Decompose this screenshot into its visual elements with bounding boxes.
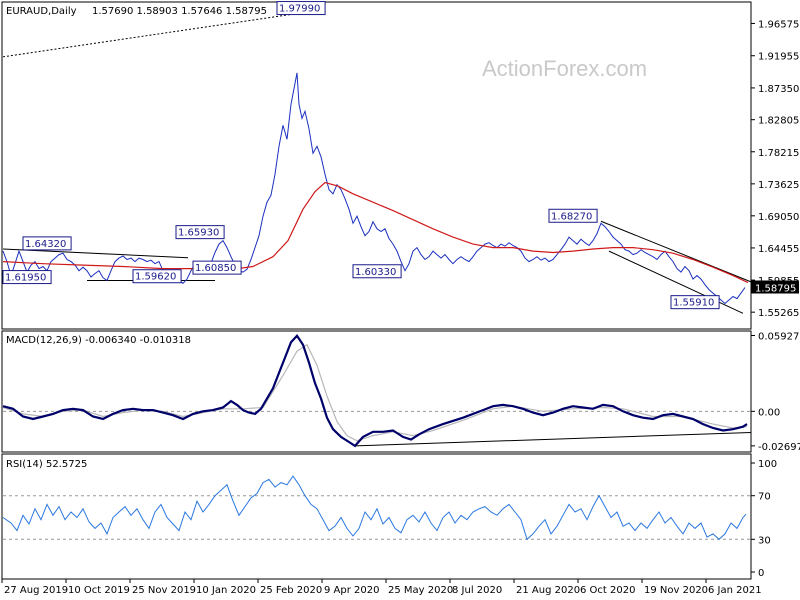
macd-trendline (354, 431, 752, 447)
x-tick-label: 10 Oct 2019 (68, 585, 130, 596)
symbol-label: EURAUD,Daily (6, 6, 77, 17)
annotation-text: 1.64320 (25, 239, 66, 250)
y-tick-label: 0.00 (758, 407, 780, 418)
y-tick-label: 0.059272 (758, 331, 800, 342)
macd-title: MACD(12,26,9) -0.006340 -0.010318 (6, 335, 191, 346)
annotation-box (192, 260, 242, 275)
y-tick-label: 1.64455 (758, 244, 799, 255)
y-tick-label: 1.55265 (758, 308, 799, 319)
y-tick-label: 1.87350 (758, 84, 799, 95)
price-annotation: 1.60330 (352, 264, 402, 279)
x-tick-label: 19 Nov 2020 (644, 585, 708, 596)
y-tick-label: 1.73625 (758, 180, 799, 191)
y-tick-label: 70 (758, 492, 771, 503)
y-tick-label: 1.78215 (758, 148, 799, 159)
macd-panel-frame (1, 330, 752, 453)
x-tick-label: 6 Oct 2020 (580, 585, 635, 596)
annotation-box (670, 295, 720, 310)
annotation-text: 1.61950 (5, 273, 46, 284)
y-tick-label: 1.96575 (758, 19, 799, 30)
macd-y-ticks: 0.059272 0.00 -0.026978 (751, 331, 800, 453)
trendline-3 (600, 220, 752, 283)
x-tick-label: 10 Jan 2020 (196, 585, 256, 596)
annotation-text: 1.55910 (673, 298, 714, 309)
y-tick-label: 1.69050 (758, 212, 799, 223)
price-trendlines (2, 13, 752, 314)
x-tick-label: 21 Aug 2020 (516, 585, 580, 596)
trendline-4 (608, 250, 744, 314)
x-axis-labels: 27 Aug 2019 10 Oct 2019 25 Nov 2019 10 Jan … (1, 579, 762, 596)
rsi-line (2, 475, 747, 541)
rsi-panel-frame (1, 453, 752, 580)
macd-line (2, 334, 748, 448)
annotation-box (548, 208, 598, 223)
y-tick-label: 30 (758, 535, 771, 546)
y-tick-label: 100 (758, 459, 777, 470)
x-tick-label: 9 Apr 2020 (324, 585, 379, 596)
x-tick-label: 6 Jan 2021 (708, 585, 762, 596)
macd-series (2, 334, 752, 448)
price-y-ticks: 1.96575 1.91955 1.87350 1.82805 1.78215 1.736… (751, 19, 799, 319)
y-tick-label: 1.82805 (758, 116, 799, 127)
price-annotations: 1.97990 1.64320 1.59620 1.60850 1.65930 1.603… (2, 1, 720, 310)
price-annotation: 1.60850 (192, 260, 242, 275)
x-tick-label: 25 Nov 2019 (132, 585, 196, 596)
rsi-title: RSI(14) 52.5725 (6, 459, 87, 470)
x-tick-label: 8 Jul 2020 (452, 585, 502, 596)
annotation-text: 1.60330 (355, 267, 396, 278)
annotation-box (2, 270, 52, 285)
macd-signal-line (2, 343, 748, 442)
price-annotation: 1.59620 (132, 269, 182, 284)
annotation-box (22, 236, 72, 251)
ohlc-label: 1.57690 1.58903 1.57646 1.58795 (92, 6, 267, 17)
x-tick-label: 25 Feb 2020 (260, 585, 322, 596)
trendline-1 (2, 248, 189, 259)
price-annotation: 1.64320 (22, 236, 72, 251)
rsi-y-ticks: 100 70 30 0 (751, 459, 777, 579)
rsi-series (2, 475, 751, 541)
price-annotation: 1.61950 (2, 270, 52, 285)
y-tick-label: 1.91955 (758, 52, 799, 63)
annotation-box (132, 269, 182, 284)
annotation-box (352, 264, 402, 279)
price-annotation: 1.55910 (670, 295, 720, 310)
y-tick-label: -0.026978 (758, 442, 800, 453)
price-annotation: 1.65930 (175, 225, 225, 240)
price-panel-frame (1, 1, 752, 330)
annotation-text: 1.97990 (279, 4, 320, 15)
y-tick-label: 0 (758, 568, 764, 579)
annotation-box (276, 1, 326, 16)
annotation-text: 1.60850 (195, 263, 236, 274)
x-tick-label: 25 May 2020 (388, 585, 453, 596)
last-price-label: 1.58795 (755, 283, 796, 294)
price-annotation: 1.97990 (276, 1, 326, 16)
price-line (2, 72, 746, 305)
price-annotation: 1.68270 (548, 208, 598, 223)
annotation-text: 1.59620 (135, 272, 176, 283)
x-tick-label: 27 Aug 2019 (4, 585, 68, 596)
annotation-text: 1.65930 (178, 228, 219, 239)
trendline-0 (2, 13, 298, 58)
annotation-text: 1.68270 (551, 211, 592, 222)
watermark: ActionForex.com (482, 56, 647, 81)
annotation-box (175, 225, 225, 240)
last-price-box (751, 280, 799, 294)
